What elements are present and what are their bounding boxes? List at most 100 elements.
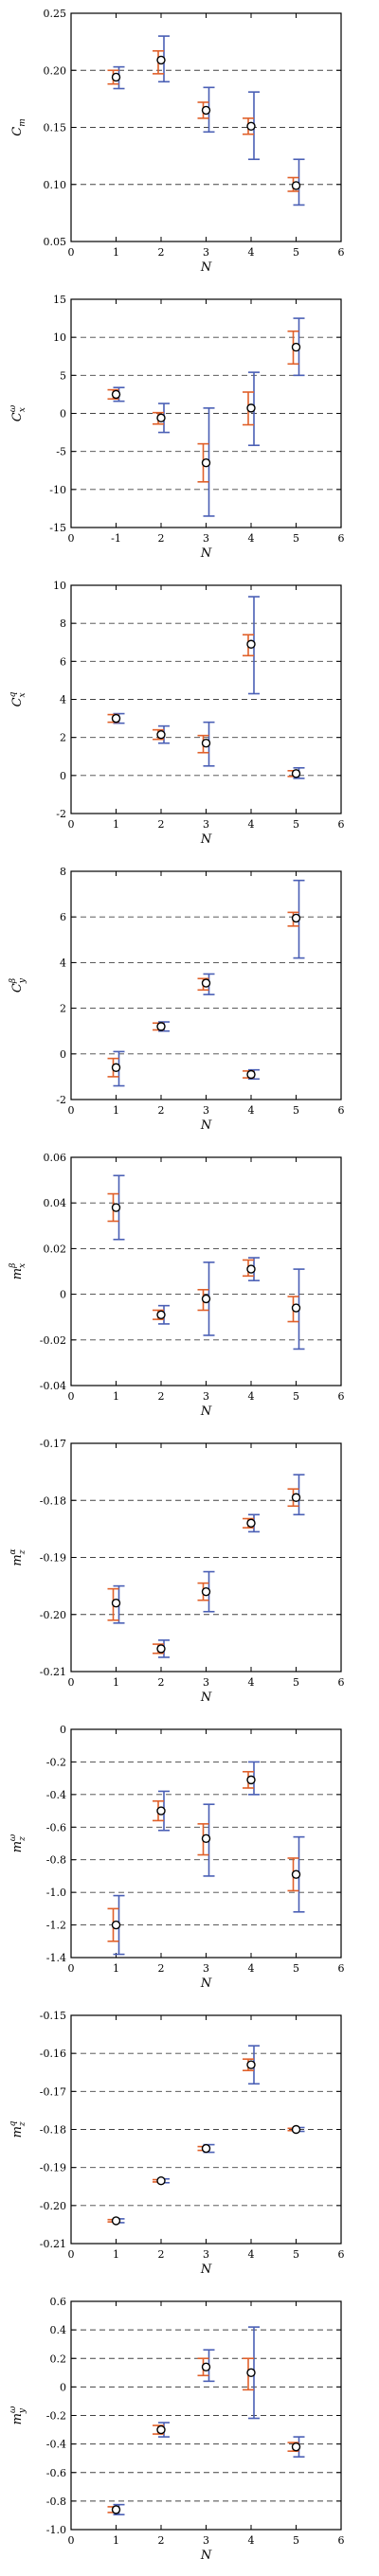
x-tick-label: 5 xyxy=(293,818,299,831)
x-tick-label: 3 xyxy=(203,1962,209,1975)
x-tick-label: 4 xyxy=(248,1104,255,1117)
data-point-1 xyxy=(107,2216,125,2226)
data-marker xyxy=(111,2505,121,2514)
y-tick-label: 8 xyxy=(60,617,66,630)
y-tick-label: 2 xyxy=(60,1003,66,1015)
x-tick-label: 2 xyxy=(158,532,165,545)
y-tick-label: -0.6 xyxy=(46,2467,66,2479)
y-tick-label: 10 xyxy=(53,580,66,592)
data-marker xyxy=(246,1264,256,1274)
data-marker xyxy=(201,738,211,748)
x-tick-label: 5 xyxy=(293,1676,299,1689)
y-tick-label: 0.20 xyxy=(44,64,67,77)
y-axis-label: mzq xyxy=(9,2120,27,2138)
x-axis-label: N xyxy=(200,546,212,561)
data-point-4 xyxy=(243,596,260,695)
data-point-3 xyxy=(197,973,215,995)
x-tick-label: 6 xyxy=(338,1390,345,1403)
x-tick-label: 3 xyxy=(203,1676,209,1689)
plot-frame xyxy=(70,1728,342,1959)
data-point-1 xyxy=(107,1584,125,1624)
data-marker xyxy=(156,1310,166,1319)
data-marker xyxy=(156,2176,166,2186)
data-marker xyxy=(156,2424,166,2435)
x-tick-label: 3 xyxy=(203,246,209,259)
y-tick-label: -0.20 xyxy=(40,2200,66,2212)
x-tick-label: 5 xyxy=(293,1962,299,1975)
data-point-2 xyxy=(153,402,170,434)
x-tick-label: 5 xyxy=(293,1104,299,1117)
data-marker xyxy=(111,2216,121,2226)
y-tick-label: 0 xyxy=(60,2381,66,2393)
chart-9-svg: -1.0 -0.8 -0.6 -0.4 -0.2 0 0.2 0.4 0.6 0 1 2 3 4 5 6 Nmy… xyxy=(9,2296,345,2563)
y-tick-label: 0 xyxy=(60,770,66,782)
data-marker xyxy=(246,121,256,131)
data-point-5 xyxy=(287,1835,305,1913)
chart-panel-8: -0.21 -0.20 -0.19 -0.18 -0.17 -0.16 -0.15 0 1 2 3 4… xyxy=(0,2002,379,2288)
y-tick-label: 0.4 xyxy=(50,2324,67,2336)
x-tick-label: 3 xyxy=(203,2248,209,2261)
data-marker xyxy=(111,713,121,724)
x-tick-label: 6 xyxy=(338,1104,345,1117)
data-point-1 xyxy=(107,1050,125,1087)
y-axis-label: mzω xyxy=(9,1834,27,1852)
y-tick-label: -0.8 xyxy=(46,2496,66,2508)
x-axis-label: N xyxy=(200,1690,212,1705)
data-marker xyxy=(291,1493,301,1502)
x-tick-label: 6 xyxy=(338,532,345,545)
data-point-1 xyxy=(107,712,125,724)
y-axis-label: Cxω xyxy=(9,404,27,421)
y-axis-label: myω xyxy=(9,2406,27,2424)
y-tick-label: -0.6 xyxy=(46,1821,66,1834)
x-tick-label: 0 xyxy=(68,2534,75,2547)
x-tick-label: 0 xyxy=(68,1962,75,1975)
data-marker xyxy=(291,1303,301,1313)
data-marker xyxy=(111,389,121,400)
chart-panel-3: -2 0 2 4 6 8 10 0 1 2 3 4 5 6 N Cxq xyxy=(0,572,379,858)
y-tick-label: 0 xyxy=(60,1724,66,1736)
data-marker xyxy=(201,1294,211,1304)
y-tick-label: -0.18 xyxy=(40,1494,66,1507)
x-tick-label: 1 xyxy=(113,1104,119,1117)
data-point-2 xyxy=(153,1639,170,1658)
data-marker xyxy=(201,978,211,988)
data-marker xyxy=(291,181,301,190)
x-tick-label: 3 xyxy=(203,818,209,831)
data-marker xyxy=(246,2368,256,2378)
x-tick-label: 5 xyxy=(293,2534,299,2547)
x-tick-label: 2 xyxy=(158,2534,165,2547)
x-tick-label: 1 xyxy=(113,1390,119,1403)
chart-1-svg: 0.05 0.10 0.15 0.20 0.25 0 1 2 3 4 5 6 N Cm xyxy=(10,8,345,275)
x-tick-label: 0 xyxy=(68,1390,75,1403)
data-marker xyxy=(246,1775,256,1785)
x-axis-label: N xyxy=(200,2263,212,2277)
data-marker xyxy=(156,1022,166,1031)
x-tick-label: -1 xyxy=(111,532,121,545)
y-tick-label: -1.0 xyxy=(46,2524,66,2536)
data-marker xyxy=(201,2362,211,2371)
x-tick-label: 1 xyxy=(113,1962,119,1975)
x-tick-label: 6 xyxy=(338,1676,345,1689)
data-marker xyxy=(246,639,256,649)
x-tick-label: 4 xyxy=(248,2534,255,2547)
data-point-4 xyxy=(243,1513,260,1533)
y-tick-label: -0.2 xyxy=(46,1756,66,1768)
y-tick-label: 0 xyxy=(60,1289,66,1301)
data-point-5 xyxy=(287,1474,305,1516)
data-point-3 xyxy=(197,407,215,517)
chart-panel-2: -15 -10 -5 0 5 10 15 0 -1 2 3 4 5 6 N Cxω xyxy=(0,286,379,572)
x-axis-label: N xyxy=(200,1118,212,1133)
data-point-2 xyxy=(153,1021,170,1032)
data-marker xyxy=(291,342,301,352)
y-tick-label: -0.02 xyxy=(40,1334,66,1347)
data-marker xyxy=(291,913,301,923)
data-point-5 xyxy=(287,1268,305,1351)
y-tick-label: 0.25 xyxy=(44,8,67,20)
plot-frame xyxy=(70,1156,342,1386)
y-tick-label: -0.18 xyxy=(40,2124,66,2137)
x-tick-label: 0 xyxy=(68,246,75,259)
data-point-5 xyxy=(287,158,305,206)
